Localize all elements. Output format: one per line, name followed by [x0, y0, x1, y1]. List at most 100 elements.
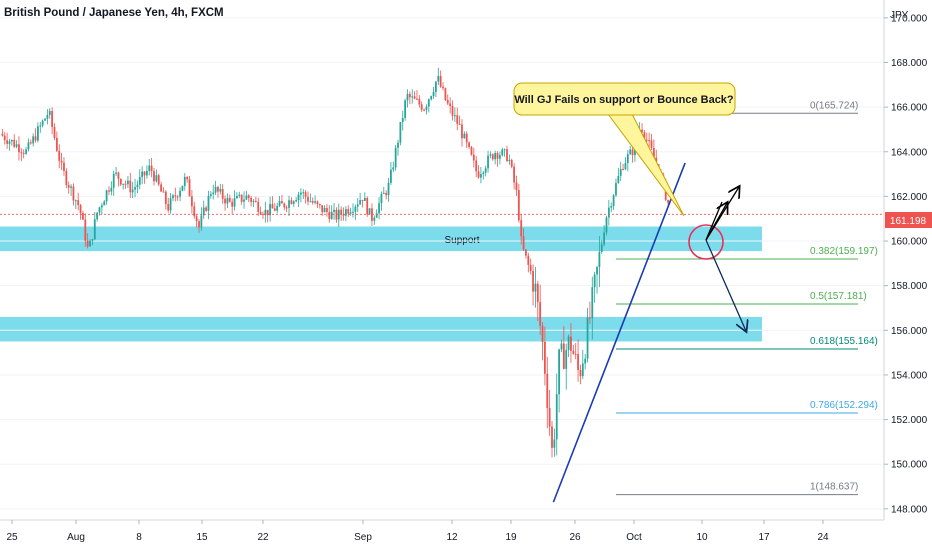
candle-body — [245, 195, 248, 200]
candle-body — [484, 168, 487, 173]
candle-body — [226, 197, 229, 204]
candle-body — [29, 142, 32, 144]
candle-body — [70, 186, 72, 188]
candle-body — [20, 152, 23, 154]
candle-body — [541, 325, 544, 342]
candle-body — [626, 154, 629, 164]
candle-body — [193, 206, 196, 217]
y-tick-label: 166.000 — [891, 103, 928, 114]
last-price-badge — [885, 212, 932, 228]
candle-body — [67, 185, 70, 188]
candle-body — [425, 106, 428, 111]
candle-body — [572, 350, 575, 354]
candle-body — [65, 171, 68, 186]
candle-body — [145, 170, 148, 176]
candle-body — [262, 214, 264, 216]
candle-body — [316, 201, 319, 205]
candle-body — [603, 232, 606, 245]
callout-box — [513, 82, 736, 116]
candle-body — [41, 120, 44, 126]
candle-body — [382, 192, 385, 194]
candle-body — [162, 191, 165, 193]
candle-body — [562, 343, 565, 369]
highlight-circle — [688, 224, 724, 260]
candle-body — [264, 209, 267, 216]
candle-body — [494, 153, 497, 160]
candle-body — [347, 209, 350, 214]
candle-body — [209, 194, 212, 196]
candle-body — [311, 201, 314, 203]
candle-body — [273, 208, 276, 211]
candle-body — [461, 124, 463, 139]
candle-body — [6, 140, 9, 144]
candle-body — [207, 195, 210, 211]
candle-body — [22, 152, 25, 154]
candle-body — [451, 105, 454, 116]
candle-body — [134, 187, 136, 190]
candle-body — [93, 219, 96, 240]
candle-body — [624, 163, 627, 170]
candle-body — [136, 184, 139, 188]
candle-body — [217, 186, 219, 192]
candle-body — [323, 207, 326, 213]
candle-body — [375, 213, 378, 218]
candle-body — [387, 182, 390, 196]
x-tick-label: 24 — [817, 532, 829, 543]
candle-body — [472, 154, 475, 161]
candle-body — [105, 190, 108, 202]
y-tick-label: 152.000 — [891, 415, 928, 426]
candle-body — [58, 150, 61, 161]
candle-body — [551, 426, 553, 448]
candle-body — [266, 209, 269, 216]
candle-body — [359, 200, 362, 205]
candle-body — [18, 144, 20, 153]
candle-body — [200, 215, 203, 228]
candle-body — [292, 201, 295, 204]
candle-body — [198, 221, 200, 228]
candle-body — [667, 199, 669, 203]
candle-body — [160, 184, 163, 192]
candle-body — [458, 123, 461, 125]
candle-body — [25, 149, 27, 154]
candle-body — [586, 317, 589, 359]
candle-body — [420, 104, 423, 110]
candle-body — [525, 249, 527, 256]
candle-body — [641, 129, 643, 133]
candle-body — [148, 165, 151, 171]
candle-body — [1, 133, 4, 136]
candle-body — [532, 270, 534, 292]
candle-body — [183, 176, 186, 186]
candle-body — [430, 96, 433, 100]
candle-body — [278, 201, 281, 206]
candle-body — [591, 287, 594, 319]
candle-body — [186, 176, 189, 180]
candle-body — [3, 135, 6, 141]
candle-body — [167, 204, 170, 211]
candle-body — [397, 142, 399, 148]
candle-body — [179, 190, 181, 197]
candle-body — [212, 192, 215, 195]
candle-body — [37, 126, 39, 141]
candle-body — [361, 200, 364, 202]
candle-body — [89, 240, 91, 247]
candle-body — [46, 114, 49, 119]
candle-body — [527, 255, 530, 265]
candle-body — [72, 186, 75, 201]
candle-body — [553, 439, 556, 448]
candle-body — [259, 211, 262, 215]
candle-body — [231, 201, 234, 207]
candle-body — [157, 175, 160, 185]
candle-body — [112, 173, 115, 188]
candle-body — [96, 212, 99, 220]
candle-body — [141, 171, 144, 178]
candle-body — [508, 160, 511, 162]
candle-body — [257, 201, 260, 212]
candle-body — [172, 195, 174, 199]
candle-body — [122, 183, 125, 185]
candle-body — [465, 133, 468, 143]
candle-body — [77, 200, 80, 206]
fib-label: 0.786(152.294) — [810, 400, 878, 411]
x-tick-label: Sep — [354, 532, 372, 543]
